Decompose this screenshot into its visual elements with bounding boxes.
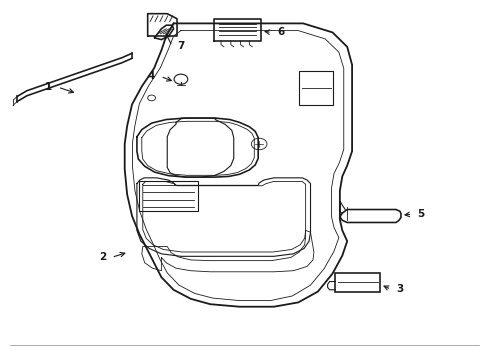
Text: 3: 3 <box>396 284 403 294</box>
Text: 7: 7 <box>177 41 184 51</box>
Bar <box>139 181 198 211</box>
Circle shape <box>251 138 266 150</box>
Text: 4: 4 <box>147 71 155 81</box>
Circle shape <box>174 74 187 84</box>
Bar <box>335 273 380 292</box>
Text: 2: 2 <box>99 252 106 262</box>
Bar <box>299 71 333 105</box>
Circle shape <box>147 95 155 101</box>
Text: 5: 5 <box>417 209 424 219</box>
Text: 6: 6 <box>277 27 284 37</box>
Text: 1: 1 <box>45 82 52 92</box>
